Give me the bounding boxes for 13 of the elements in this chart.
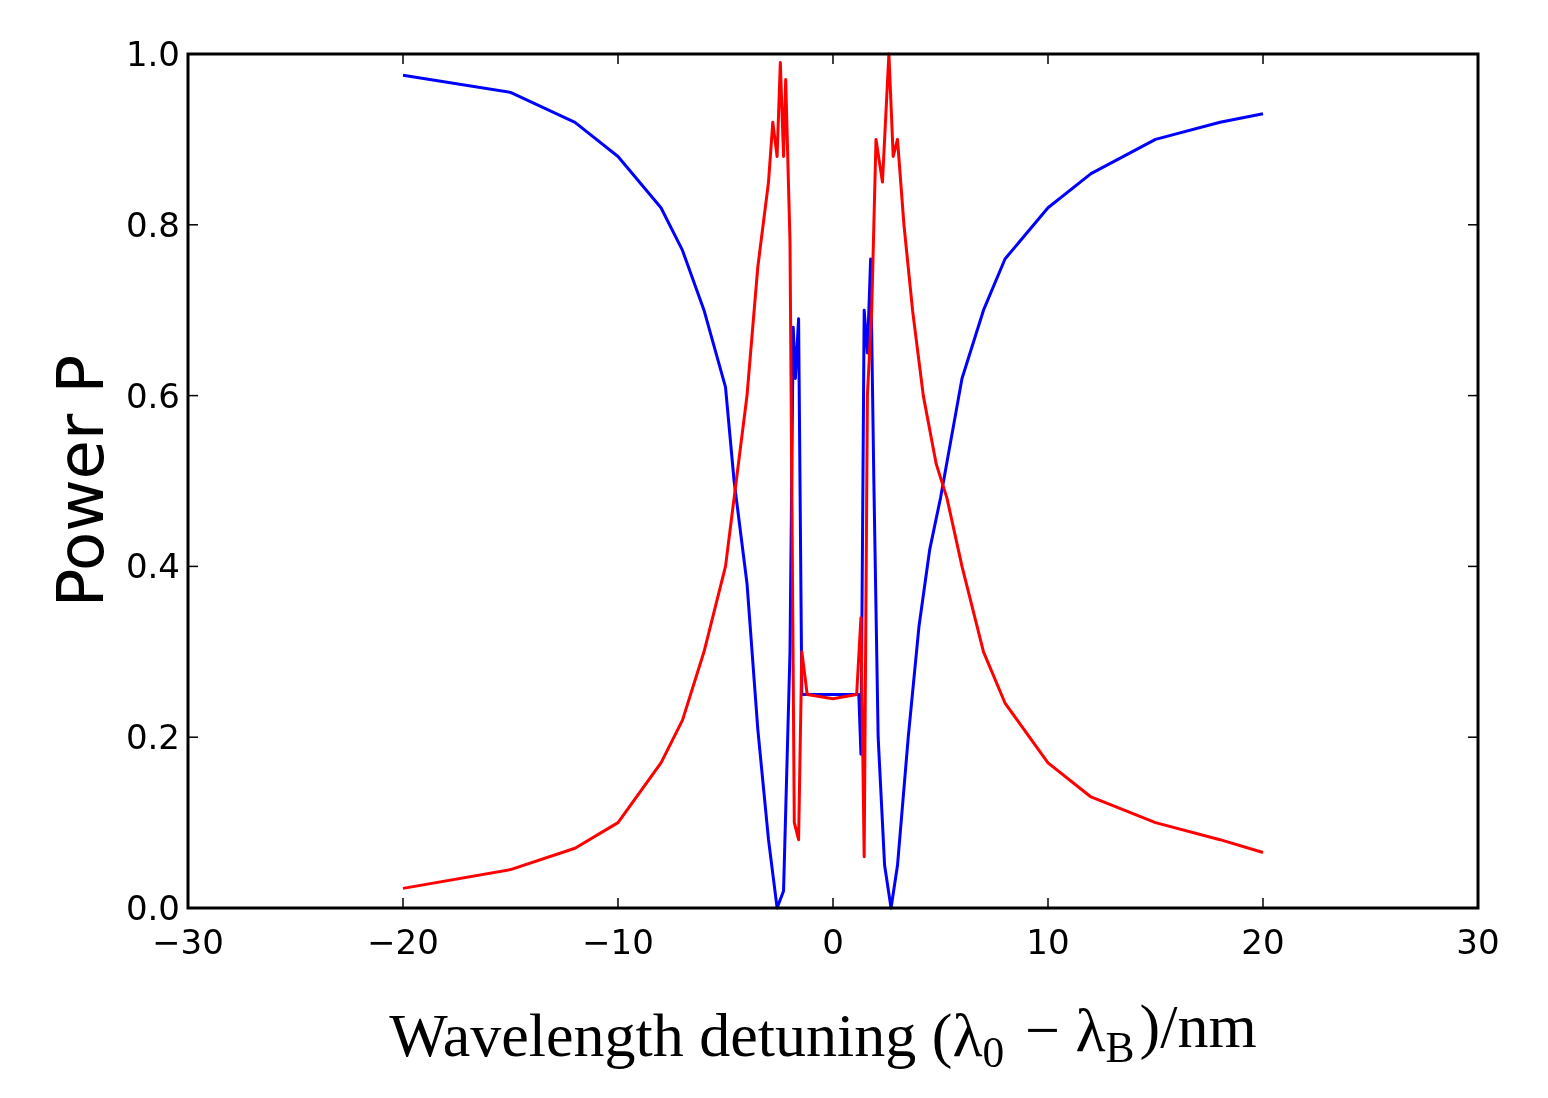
y-tick-label: 0.8: [125, 204, 180, 245]
x-tick-label: 0: [822, 922, 844, 962]
y-tick-label: 0.4: [125, 546, 180, 587]
y-tick-label: 0.6: [125, 375, 180, 416]
x-tick-label: 20: [1241, 922, 1285, 962]
y-tick-label: 0.2: [125, 717, 180, 758]
y-axis-title: Power P: [44, 354, 118, 608]
y-tick-label: 1.0: [125, 34, 180, 74]
x-tick-label: 10: [1026, 922, 1070, 962]
x-tick-label: 30: [1456, 922, 1500, 962]
x-axis-title: Wavelength detuning (λ$_{0}$ − λ$_{B}$)/nm: [389, 991, 1257, 1076]
x-tick-label: −10: [582, 922, 654, 962]
x-tick-label: −20: [367, 922, 439, 962]
